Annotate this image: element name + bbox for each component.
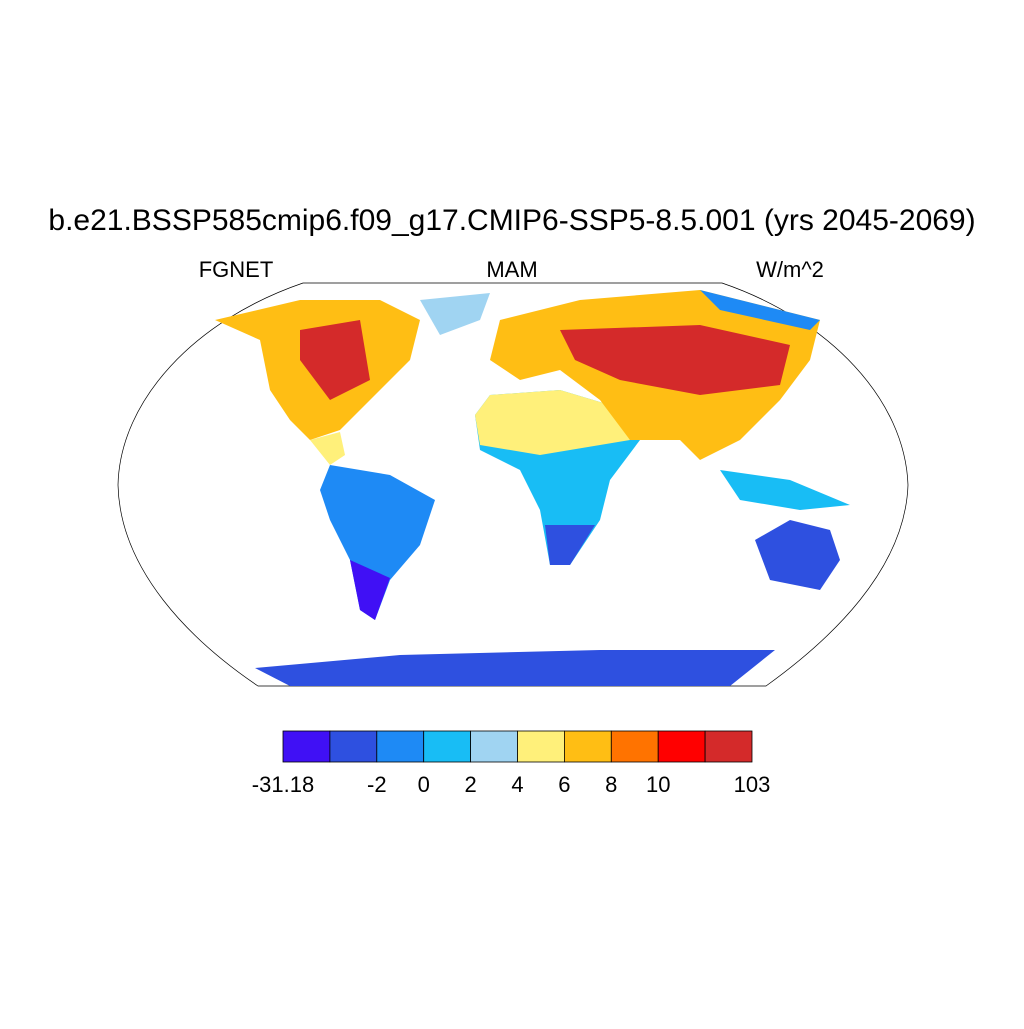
colorbar-label: 4 <box>511 772 523 797</box>
maritime-asia <box>720 470 850 510</box>
colorbar-label: -2 <box>367 772 387 797</box>
greenland <box>420 293 490 335</box>
antarctica <box>255 650 775 686</box>
siberia <box>700 290 820 330</box>
north-america-hot <box>300 320 370 400</box>
colorbar: -31.18 -2 0 2 4 6 8 10 103 <box>252 730 771 797</box>
units-label: W/m^2 <box>756 257 824 282</box>
map <box>117 282 909 687</box>
colorbar-label: 8 <box>605 772 617 797</box>
colorbar-box <box>704 730 753 763</box>
colorbar-box <box>470 730 518 763</box>
colorbar-box <box>564 730 612 763</box>
colorbar-box <box>282 730 331 763</box>
colorbar-box <box>376 730 425 763</box>
central-america <box>310 432 345 465</box>
colorbar-box <box>423 730 472 763</box>
south-america <box>320 465 435 620</box>
left-label: FGNET <box>199 257 274 282</box>
colorbar-label: 103 <box>734 772 771 797</box>
africa-south <box>545 525 595 565</box>
colorbar-label: 10 <box>646 772 670 797</box>
africa-north <box>475 390 630 455</box>
colorbar-box <box>329 730 378 763</box>
colorbar-box <box>517 730 565 763</box>
colorbar-label: 6 <box>558 772 570 797</box>
australia <box>755 520 840 590</box>
colorbar-box <box>610 730 659 763</box>
colorbar-label: -31.18 <box>252 772 314 797</box>
center-label: MAM <box>486 257 537 282</box>
south-america-south <box>350 560 390 620</box>
eurasia-hot <box>560 325 790 395</box>
colorbar-label: 0 <box>418 772 430 797</box>
title: b.e21.BSSP585cmip6.f09_g17.CMIP6-SSP5-8.… <box>48 204 975 237</box>
colorbar-label: 2 <box>464 772 476 797</box>
colorbar-box <box>657 730 706 763</box>
